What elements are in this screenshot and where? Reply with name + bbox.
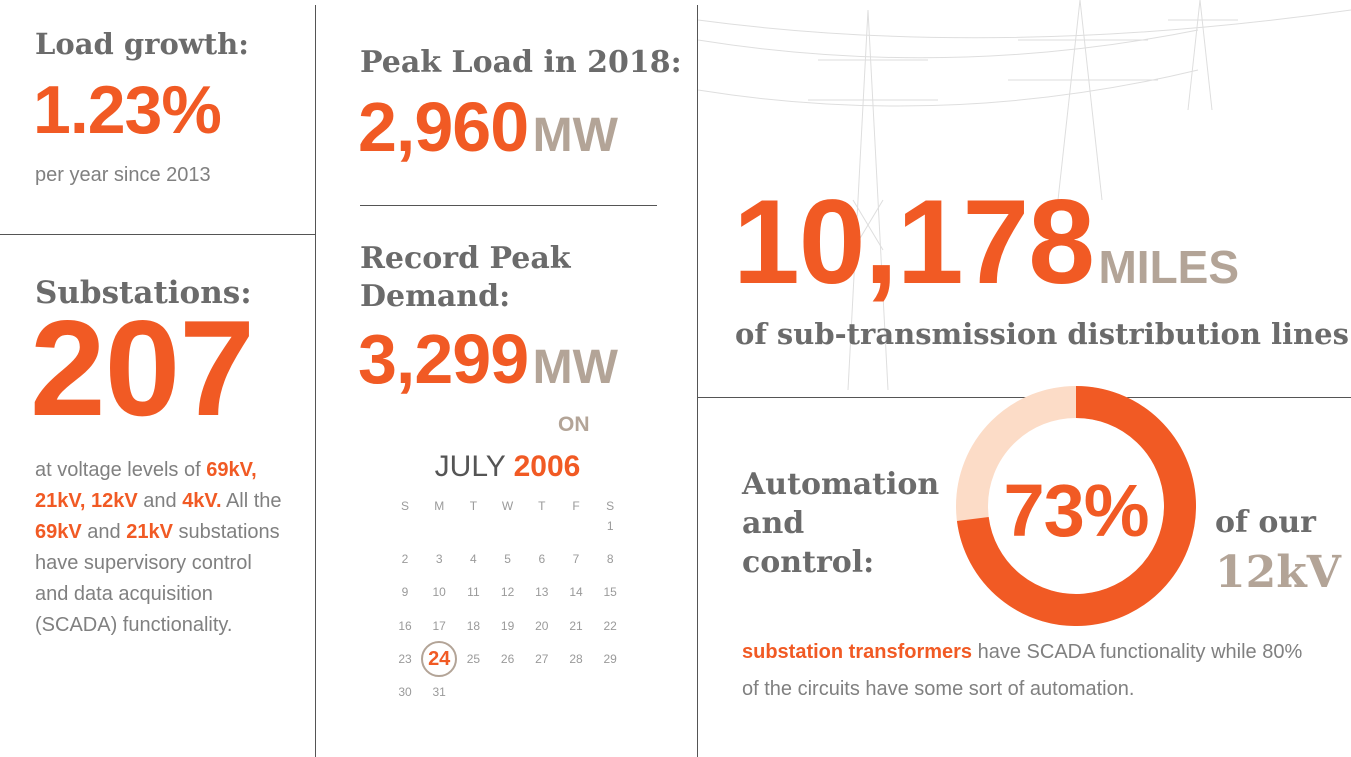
- day: 13: [535, 586, 548, 598]
- day: 14: [569, 586, 582, 598]
- divider: [360, 205, 657, 206]
- day: 22: [604, 620, 617, 632]
- month: JULY: [435, 450, 506, 483]
- stat: 10,178 MILES: [733, 182, 1239, 302]
- day: 15: [604, 586, 617, 598]
- heading: Peak Load in 2018:: [360, 48, 682, 78]
- stat-value: 2,960: [358, 88, 528, 166]
- stat-value: 207: [30, 300, 254, 436]
- day: 5: [504, 553, 511, 565]
- donut-label: 73%: [956, 474, 1196, 548]
- stat-value: 10,178: [733, 175, 1094, 309]
- emphasis: substation transformers: [742, 641, 972, 663]
- weekday: S: [606, 500, 614, 512]
- heading: Automation and control:: [742, 465, 942, 582]
- day: 16: [398, 620, 411, 632]
- day: 26: [501, 653, 514, 665]
- day: 30: [398, 686, 411, 698]
- weekday: W: [502, 500, 513, 512]
- day: 19: [501, 620, 514, 632]
- stat-value: 1.23%: [33, 76, 221, 144]
- stat-value: 3,299: [358, 320, 528, 398]
- day: 27: [535, 653, 548, 665]
- text: at voltage levels of: [35, 459, 206, 481]
- weekday: M: [434, 500, 444, 512]
- day: 31: [433, 686, 446, 698]
- emphasis: 4kV.: [182, 490, 221, 512]
- calendar-title: JULY 2006: [405, 452, 610, 482]
- day: 20: [535, 620, 548, 632]
- day: 4: [470, 553, 477, 565]
- weekday: T: [538, 500, 545, 512]
- weekday: T: [470, 500, 477, 512]
- day: 6: [538, 553, 545, 565]
- caption: of sub-transmission distribution lines: [735, 320, 1349, 349]
- day: 17: [433, 620, 446, 632]
- day: 9: [402, 586, 409, 598]
- weekday: F: [572, 500, 579, 512]
- description: at voltage levels of 69kV, 21kV, 12kV an…: [35, 455, 285, 641]
- on-label: ON: [558, 414, 590, 435]
- heading: Record Peak Demand:: [360, 240, 580, 316]
- divider: [315, 5, 316, 757]
- stat: 2,960 MW: [358, 92, 618, 162]
- day: 21: [569, 620, 582, 632]
- weekday: S: [401, 500, 409, 512]
- day: 28: [569, 653, 582, 665]
- year: 2006: [514, 450, 581, 483]
- divider: [0, 234, 315, 235]
- day: 12: [501, 586, 514, 598]
- heading: Load growth:: [35, 30, 249, 59]
- emphasis: 21kV: [126, 521, 173, 543]
- day: 10: [433, 586, 446, 598]
- day-highlight: [421, 641, 457, 677]
- emphasis: 69kV: [35, 521, 82, 543]
- divider: [697, 5, 698, 757]
- stat: 3,299 MW: [358, 324, 618, 394]
- infographic: Load growth: 1.23% per year since 2013 S…: [0, 0, 1351, 757]
- text: and: [138, 490, 182, 512]
- suffix-unit: 12kV: [1215, 551, 1341, 595]
- day: 3: [436, 553, 443, 565]
- day: 11: [467, 586, 479, 598]
- unit: MILES: [1098, 241, 1239, 293]
- unit: MW: [533, 109, 618, 162]
- suffix: of our: [1215, 508, 1316, 538]
- description: substation transformers have SCADA funct…: [742, 634, 1322, 708]
- day: 18: [467, 620, 480, 632]
- day: 1: [607, 520, 614, 532]
- day: 29: [604, 653, 617, 665]
- day: 23: [398, 653, 411, 665]
- day: 7: [573, 553, 580, 565]
- unit: MW: [533, 341, 618, 394]
- day: 2: [402, 553, 409, 565]
- text: All the: [222, 490, 282, 512]
- note: per year since 2013: [35, 165, 211, 185]
- day: 8: [607, 553, 614, 565]
- day: 25: [467, 653, 480, 665]
- text: and: [82, 521, 126, 543]
